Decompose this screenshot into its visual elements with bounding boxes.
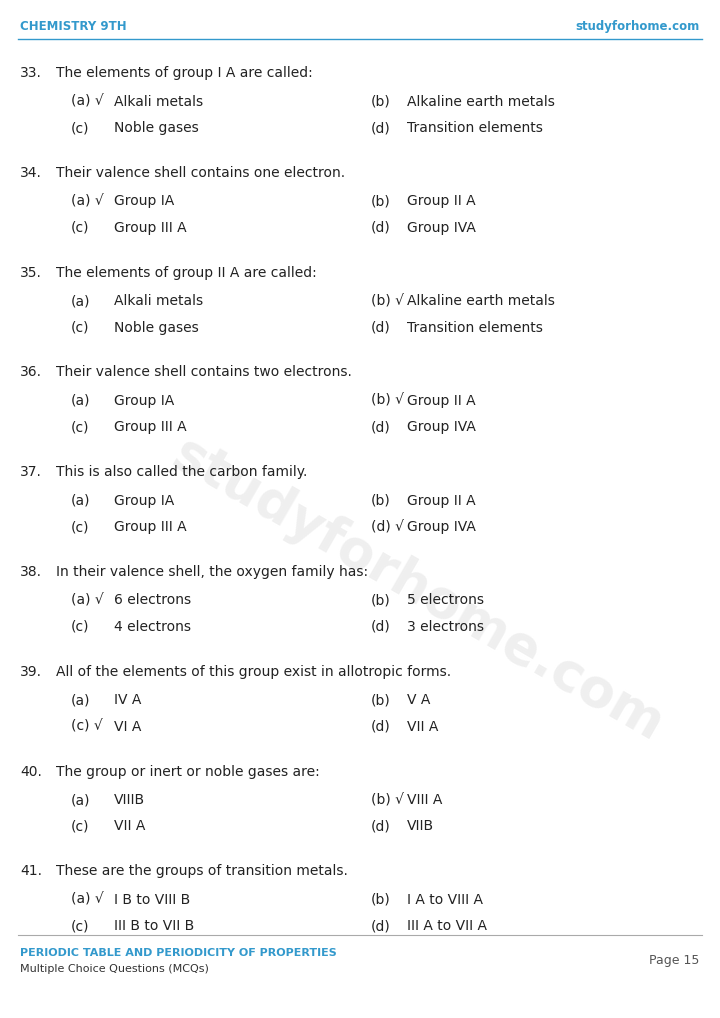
Text: (c) √: (c) √ — [71, 720, 102, 734]
Text: (a) √: (a) √ — [71, 893, 103, 907]
Text: 40.: 40. — [20, 765, 42, 779]
Text: (d): (d) — [371, 620, 390, 634]
Text: (d): (d) — [371, 121, 390, 135]
Text: All of the elements of this group exist in allotropic forms.: All of the elements of this group exist … — [56, 665, 451, 679]
Text: (d): (d) — [371, 321, 390, 335]
Text: III A to VII A: III A to VII A — [407, 919, 487, 934]
Text: Alkaline earth metals: Alkaline earth metals — [407, 95, 554, 109]
Text: (d) √: (d) √ — [371, 520, 404, 534]
Text: 41.: 41. — [20, 864, 42, 879]
Text: (d): (d) — [371, 919, 390, 934]
Text: VI A: VI A — [114, 720, 141, 734]
Text: studyforhome.com: studyforhome.com — [163, 429, 672, 752]
Text: The elements of group II A are called:: The elements of group II A are called: — [56, 266, 317, 280]
Text: Group IVA: Group IVA — [407, 520, 476, 534]
Text: CHEMISTRY 9TH: CHEMISTRY 9TH — [20, 20, 127, 33]
Text: 34.: 34. — [20, 166, 42, 180]
Text: Group IVA: Group IVA — [407, 221, 476, 235]
Text: 3 electrons: 3 electrons — [407, 620, 484, 634]
Text: VII A: VII A — [114, 819, 145, 834]
Text: Group III A: Group III A — [114, 221, 186, 235]
Text: (a): (a) — [71, 693, 90, 708]
Text: (d): (d) — [371, 420, 390, 435]
Text: (c): (c) — [71, 819, 89, 834]
Text: 4 electrons: 4 electrons — [114, 620, 191, 634]
Text: (b) √: (b) √ — [371, 394, 404, 408]
Text: 36.: 36. — [20, 365, 42, 380]
Text: (b): (b) — [371, 494, 390, 508]
Text: Group II A: Group II A — [407, 394, 475, 408]
Text: Transition elements: Transition elements — [407, 321, 543, 335]
Text: Noble gases: Noble gases — [114, 321, 199, 335]
Text: (a) √: (a) √ — [71, 194, 103, 209]
Text: Transition elements: Transition elements — [407, 121, 543, 135]
Text: This is also called the carbon family.: This is also called the carbon family. — [56, 465, 307, 479]
Text: V A: V A — [407, 693, 430, 708]
Text: Group IVA: Group IVA — [407, 420, 476, 435]
Text: Group III A: Group III A — [114, 520, 186, 534]
Text: (a) √: (a) √ — [71, 593, 103, 608]
Text: Their valence shell contains two electrons.: Their valence shell contains two electro… — [56, 365, 352, 380]
Text: Alkaline earth metals: Alkaline earth metals — [407, 294, 554, 308]
Text: Group II A: Group II A — [407, 494, 475, 508]
Text: Group III A: Group III A — [114, 420, 186, 435]
Text: 35.: 35. — [20, 266, 42, 280]
Text: (a): (a) — [71, 394, 90, 408]
Text: I B to VIII B: I B to VIII B — [114, 893, 190, 907]
Text: (c): (c) — [71, 321, 89, 335]
Text: (a): (a) — [71, 793, 90, 807]
Text: Group IA: Group IA — [114, 194, 174, 209]
Text: 37.: 37. — [20, 465, 42, 479]
Text: (b): (b) — [371, 893, 390, 907]
Text: Group IA: Group IA — [114, 394, 174, 408]
Text: (b) √: (b) √ — [371, 294, 404, 308]
Text: The elements of group I A are called:: The elements of group I A are called: — [56, 66, 313, 80]
Text: III B to VII B: III B to VII B — [114, 919, 194, 934]
Text: Alkali metals: Alkali metals — [114, 95, 203, 109]
Text: (b): (b) — [371, 693, 390, 708]
Text: (b): (b) — [371, 194, 390, 209]
Text: Multiple Choice Questions (MCQs): Multiple Choice Questions (MCQs) — [20, 964, 209, 974]
Text: (c): (c) — [71, 121, 89, 135]
Text: 38.: 38. — [20, 565, 42, 579]
Text: (a): (a) — [71, 294, 90, 308]
Text: These are the groups of transition metals.: These are the groups of transition metal… — [56, 864, 348, 879]
Text: Page 15: Page 15 — [649, 955, 700, 967]
Text: (d): (d) — [371, 720, 390, 734]
Text: I A to VIII A: I A to VIII A — [407, 893, 483, 907]
Text: (c): (c) — [71, 620, 89, 634]
Text: (b): (b) — [371, 593, 390, 608]
Text: (a) √: (a) √ — [71, 95, 103, 109]
Text: Noble gases: Noble gases — [114, 121, 199, 135]
Text: (c): (c) — [71, 919, 89, 934]
Text: The group or inert or noble gases are:: The group or inert or noble gases are: — [56, 765, 320, 779]
Text: 39.: 39. — [20, 665, 42, 679]
Text: VII A: VII A — [407, 720, 438, 734]
Text: Group II A: Group II A — [407, 194, 475, 209]
Text: VIIB: VIIB — [407, 819, 434, 834]
Text: (c): (c) — [71, 221, 89, 235]
Text: VIII A: VIII A — [407, 793, 442, 807]
Text: (b): (b) — [371, 95, 390, 109]
Text: 33.: 33. — [20, 66, 42, 80]
Text: VIIIB: VIIIB — [114, 793, 145, 807]
Text: (c): (c) — [71, 420, 89, 435]
Text: (d): (d) — [371, 819, 390, 834]
Text: (b) √: (b) √ — [371, 793, 404, 807]
Text: studyforhome.com: studyforhome.com — [575, 20, 700, 33]
Text: Their valence shell contains one electron.: Their valence shell contains one electro… — [56, 166, 346, 180]
Text: (c): (c) — [71, 520, 89, 534]
Text: 6 electrons: 6 electrons — [114, 593, 191, 608]
Text: IV A: IV A — [114, 693, 141, 708]
Text: Alkali metals: Alkali metals — [114, 294, 203, 308]
Text: 5 electrons: 5 electrons — [407, 593, 484, 608]
Text: Group IA: Group IA — [114, 494, 174, 508]
Text: PERIODIC TABLE AND PERIODICITY OF PROPERTIES: PERIODIC TABLE AND PERIODICITY OF PROPER… — [20, 948, 337, 958]
Text: (d): (d) — [371, 221, 390, 235]
Text: In their valence shell, the oxygen family has:: In their valence shell, the oxygen famil… — [56, 565, 369, 579]
Text: (a): (a) — [71, 494, 90, 508]
